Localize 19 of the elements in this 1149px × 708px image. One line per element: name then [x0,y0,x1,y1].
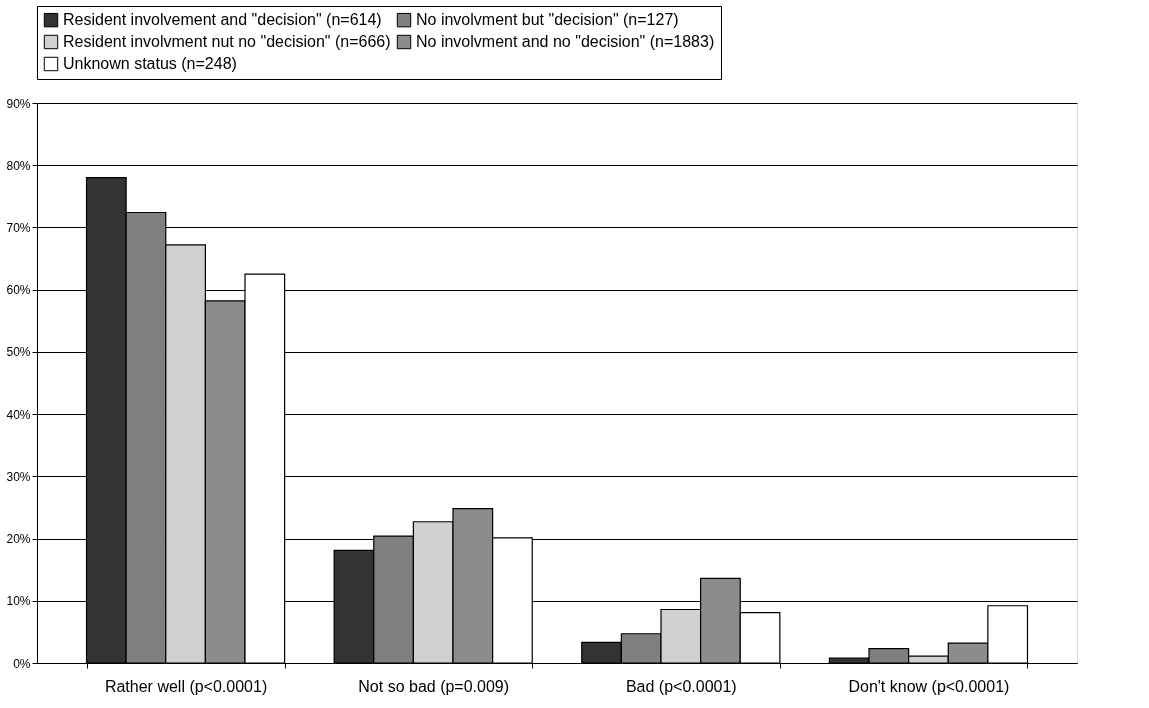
x-tick-label: Not so bad (p=0.009) [358,677,510,695]
y-tick-label: 90% [6,96,31,111]
y-tick-label: 60% [6,283,31,298]
y-tick-label: 0% [13,656,31,671]
x-tick-label: Bad (p<0.0001) [625,677,737,695]
legend-label: Unknown status (n=248) [63,55,237,72]
y-tick-label: 50% [6,345,31,360]
y-tick-label: 40% [6,407,31,422]
y-tick-label: 30% [6,469,31,484]
legend-label: No involvment but "decision" (n=127) [416,11,679,29]
y-tick-label: 80% [6,158,31,173]
legend-label: No involvment and no "decision" (n=1883) [416,33,715,50]
x-tick-label: Don't know (p<0.0001) [848,677,1010,695]
x-tick-label: Rather well (p<0.0001) [104,677,268,695]
legend-label: Resident involvment nut no "decision" (n=666) [63,33,391,50]
y-tick-label: 20% [6,532,31,547]
y-tick-label: 10% [6,594,31,609]
legend-label: Resident involvement and "decision" (n=614) [63,11,382,29]
y-tick-label: 70% [6,220,31,235]
